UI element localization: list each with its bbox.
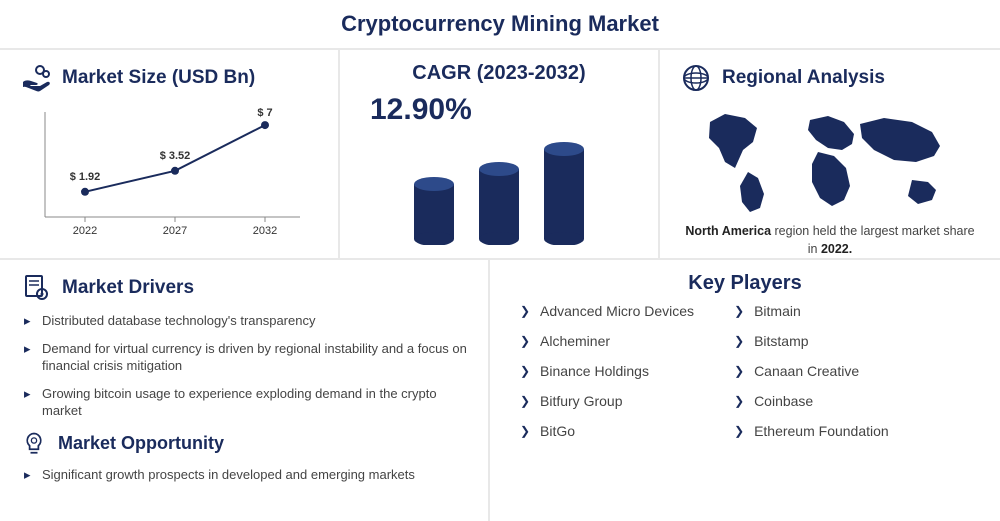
key-player-item: Ethereum Foundation	[734, 423, 889, 439]
key-player-item: Bitmain	[734, 303, 889, 319]
data-label-2: $ 7	[257, 107, 272, 119]
page-title: Cryptocurrency Mining Market	[341, 11, 659, 37]
hand-coins-icon	[20, 62, 52, 94]
regional-caption-year: 2022.	[821, 242, 852, 256]
bar-1	[479, 162, 519, 245]
row-top: Market Size (USD Bn) 2022 2027 2032 $ 1.…	[0, 50, 1000, 260]
panel-regional: Regional Analysis North America region h…	[660, 50, 1000, 258]
key-player-item: Bitstamp	[734, 333, 889, 349]
row-bottom: Market Drivers Distributed database tech…	[0, 260, 1000, 521]
x-tick-0: 2022	[73, 225, 97, 237]
key-player-item: Alcheminer	[520, 333, 694, 349]
panel-cagr: CAGR (2023-2032) 12.90%	[340, 50, 660, 258]
cagr-bar-chart	[369, 135, 629, 245]
regional-heading: Regional Analysis	[722, 67, 885, 89]
data-label-1: $ 3.52	[160, 150, 191, 162]
bar-0	[414, 177, 454, 245]
key-player-item: Binance Holdings	[520, 363, 694, 379]
key-player-item: Bitfury Group	[520, 393, 694, 409]
regional-caption-region: North America	[685, 224, 771, 238]
drivers-head: Market Drivers	[20, 272, 468, 304]
key-player-item: BitGo	[520, 423, 694, 439]
key-players-heading: Key Players	[688, 272, 801, 295]
key-player-item: Advanced Micro Devices	[520, 303, 694, 319]
data-point-1	[171, 167, 179, 175]
data-point-0	[81, 188, 89, 196]
driver-item: Distributed database technology's transp…	[24, 312, 468, 330]
data-point-2	[261, 121, 269, 129]
panel-key-players: Key Players Advanced Micro Devices Alche…	[490, 260, 1000, 521]
market-size-head: Market Size (USD Bn)	[20, 62, 318, 94]
market-size-chart: 2022 2027 2032 $ 1.92 $ 3.52 $ 7	[20, 102, 310, 242]
world-map	[690, 102, 970, 217]
x-tick-2: 2032	[253, 225, 277, 237]
key-players-col2: Bitmain Bitstamp Canaan Creative Coinbas…	[734, 303, 889, 453]
regional-head: Regional Analysis	[680, 62, 980, 94]
drivers-heading: Market Drivers	[62, 277, 194, 299]
drivers-list: Distributed database technology's transp…	[24, 312, 468, 420]
x-tick-1: 2027	[163, 225, 187, 237]
market-size-heading: Market Size (USD Bn)	[62, 67, 255, 89]
cagr-heading: CAGR (2023-2032)	[412, 62, 585, 85]
globe-icon	[680, 62, 712, 94]
cagr-head: CAGR (2023-2032)	[360, 62, 638, 85]
key-player-item: Canaan Creative	[734, 363, 889, 379]
gear-doc-icon	[20, 272, 52, 304]
driver-item: Growing bitcoin usage to experience expl…	[24, 385, 468, 420]
opportunity-list: Significant growth prospects in develope…	[24, 466, 468, 484]
driver-item: Demand for virtual currency is driven by…	[24, 340, 468, 375]
infographic-root: Cryptocurrency Mining Market Market Size…	[0, 0, 1000, 521]
panel-drivers: Market Drivers Distributed database tech…	[0, 260, 490, 521]
regional-caption: North America region held the largest ma…	[680, 223, 980, 258]
data-label-0: $ 1.92	[70, 171, 101, 183]
cagr-value: 12.90%	[370, 93, 638, 127]
regional-caption-mid: region held the largest market share in	[771, 224, 975, 256]
bar-2	[544, 142, 584, 245]
key-players-columns: Advanced Micro Devices Alcheminer Binanc…	[510, 303, 980, 453]
lightbulb-gear-icon	[20, 430, 48, 458]
key-players-head: Key Players	[510, 272, 980, 295]
opportunity-head: Market Opportunity	[20, 430, 468, 458]
key-player-item: Coinbase	[734, 393, 889, 409]
opportunity-item: Significant growth prospects in develope…	[24, 466, 468, 484]
key-players-col1: Advanced Micro Devices Alcheminer Binanc…	[520, 303, 694, 453]
opportunity-heading: Market Opportunity	[58, 433, 224, 454]
panel-market-size: Market Size (USD Bn) 2022 2027 2032 $ 1.…	[0, 50, 340, 258]
title-bar: Cryptocurrency Mining Market	[0, 0, 1000, 50]
